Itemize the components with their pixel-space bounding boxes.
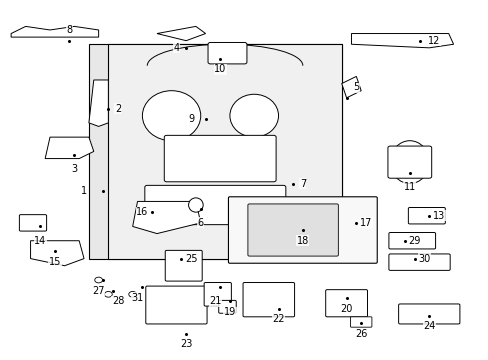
Text: 14: 14 <box>34 236 46 246</box>
Text: 11: 11 <box>403 182 415 192</box>
Text: 31: 31 <box>131 293 143 303</box>
Ellipse shape <box>188 198 203 212</box>
Text: 3: 3 <box>71 164 77 174</box>
Text: 27: 27 <box>92 286 104 296</box>
Text: 6: 6 <box>197 218 203 228</box>
FancyBboxPatch shape <box>407 207 445 224</box>
FancyBboxPatch shape <box>350 317 371 327</box>
Text: 29: 29 <box>407 236 420 246</box>
Text: 22: 22 <box>272 314 284 324</box>
Polygon shape <box>108 44 341 258</box>
Circle shape <box>95 277 102 283</box>
FancyBboxPatch shape <box>388 233 435 249</box>
Text: 25: 25 <box>184 253 197 264</box>
Ellipse shape <box>389 141 428 184</box>
FancyBboxPatch shape <box>145 286 206 324</box>
Ellipse shape <box>229 94 278 137</box>
FancyBboxPatch shape <box>20 215 46 231</box>
Text: 26: 26 <box>354 329 366 339</box>
FancyBboxPatch shape <box>207 42 246 64</box>
FancyBboxPatch shape <box>228 197 376 263</box>
FancyBboxPatch shape <box>203 283 231 306</box>
Polygon shape <box>11 26 99 37</box>
Polygon shape <box>157 26 205 41</box>
Text: 21: 21 <box>209 296 221 306</box>
Text: 24: 24 <box>422 321 434 332</box>
Text: 7: 7 <box>299 179 305 189</box>
Text: 5: 5 <box>352 82 359 92</box>
Text: 9: 9 <box>187 114 194 124</box>
Text: 10: 10 <box>214 64 226 74</box>
Text: 13: 13 <box>432 211 444 221</box>
Circle shape <box>104 292 112 297</box>
Polygon shape <box>89 80 108 126</box>
Text: 30: 30 <box>417 253 429 264</box>
Text: 12: 12 <box>427 36 439 46</box>
FancyBboxPatch shape <box>325 290 367 317</box>
Text: 19: 19 <box>224 307 236 317</box>
Polygon shape <box>351 33 453 48</box>
Text: 8: 8 <box>66 25 72 35</box>
FancyBboxPatch shape <box>388 254 449 270</box>
FancyBboxPatch shape <box>218 300 236 313</box>
FancyBboxPatch shape <box>144 185 285 225</box>
FancyBboxPatch shape <box>398 304 459 324</box>
Polygon shape <box>30 241 84 266</box>
FancyBboxPatch shape <box>164 135 276 182</box>
Circle shape <box>128 292 136 297</box>
Text: 4: 4 <box>173 43 179 53</box>
FancyBboxPatch shape <box>89 44 341 258</box>
Text: 2: 2 <box>115 104 121 113</box>
Text: 17: 17 <box>359 218 371 228</box>
Text: 15: 15 <box>49 257 61 267</box>
Text: 23: 23 <box>180 339 192 349</box>
Text: 18: 18 <box>296 236 308 246</box>
Text: 16: 16 <box>136 207 148 217</box>
Polygon shape <box>132 202 201 234</box>
Text: 28: 28 <box>112 296 124 306</box>
FancyBboxPatch shape <box>165 250 202 281</box>
Polygon shape <box>341 76 361 98</box>
FancyBboxPatch shape <box>243 283 294 317</box>
Ellipse shape <box>142 91 201 141</box>
Text: 20: 20 <box>340 303 352 314</box>
Polygon shape <box>45 137 94 158</box>
FancyBboxPatch shape <box>247 204 338 256</box>
Text: 1: 1 <box>81 186 87 196</box>
FancyBboxPatch shape <box>387 146 431 178</box>
